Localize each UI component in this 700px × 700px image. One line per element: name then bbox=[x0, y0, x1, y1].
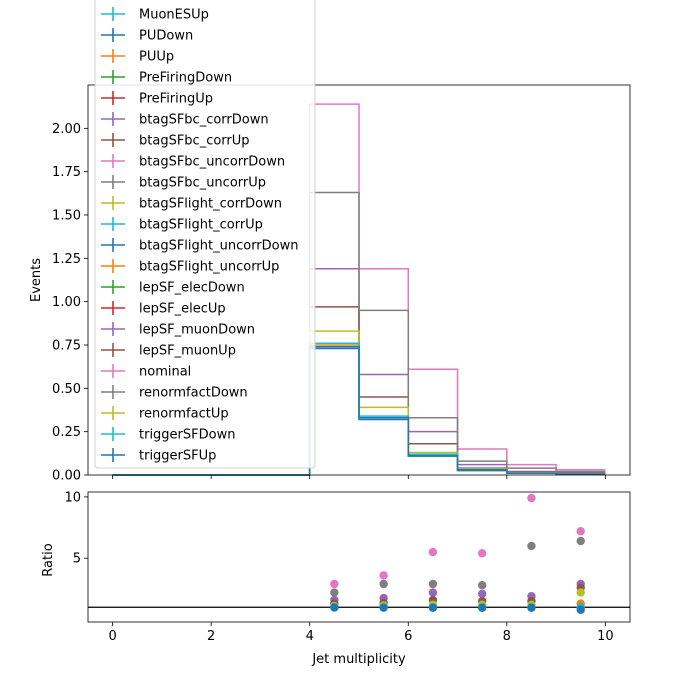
main-y-tick-label: 2.00 bbox=[52, 122, 81, 137]
legend-entry: PUDown bbox=[101, 28, 193, 44]
ratio-point bbox=[477, 603, 487, 612]
legend-label: PUDown bbox=[139, 29, 193, 44]
ratio-point bbox=[477, 549, 487, 558]
ratio-point bbox=[330, 603, 339, 612]
ratio-point bbox=[576, 588, 585, 597]
main-y-tick-label: 0.00 bbox=[52, 469, 81, 484]
ratio-x-tick-label: 10 bbox=[597, 629, 614, 644]
ratio-point bbox=[379, 571, 388, 580]
legend-label: PreFiringDown bbox=[139, 71, 232, 86]
ratio-point bbox=[576, 527, 585, 536]
ratio-point bbox=[428, 547, 438, 557]
main-histogram-axes: 0.00 0.25 0.50 0.75 1.00 1.25 1.50 1.75 2.00 Eve… bbox=[29, 84, 631, 484]
ratio-point bbox=[428, 588, 438, 597]
ratio-point bbox=[428, 579, 438, 589]
main-y-tick-label: 1.00 bbox=[52, 295, 81, 310]
main-y-tick-label: 0.50 bbox=[52, 382, 81, 397]
legend-label: lepSF_elecDown bbox=[139, 281, 245, 296]
ratio-y-tick-label: 5 bbox=[73, 552, 81, 567]
legend-label: btagSFlight_uncorrUp bbox=[139, 260, 279, 275]
legend-entry: renormfactDown bbox=[101, 385, 248, 401]
legend-label: PUUp bbox=[139, 50, 174, 65]
legend-label: triggerSFDown bbox=[139, 428, 235, 443]
legend-entry: btagSFlight_corrDown bbox=[101, 196, 282, 212]
legend-entry: triggerSFUp bbox=[101, 448, 216, 464]
legend-label: renormfactDown bbox=[139, 386, 248, 401]
legend-entry: btagSFlight_uncorrUp bbox=[101, 259, 279, 275]
legend-entry: lepSF_muonDown bbox=[101, 322, 255, 338]
legend-entry: nominal bbox=[101, 364, 191, 380]
legend-label: triggerSFUp bbox=[139, 449, 216, 464]
legend-label: lepSF_muonDown bbox=[139, 323, 255, 338]
ratio-point bbox=[576, 605, 585, 614]
ratio-axes-frame bbox=[87, 491, 631, 623]
legend-entry: PreFiringDown bbox=[101, 70, 232, 86]
ratio-point bbox=[527, 493, 536, 503]
legend-label: nominal bbox=[139, 365, 191, 380]
legend-label: btagSFbc_uncorrUp bbox=[139, 176, 266, 191]
ratio-point bbox=[477, 589, 487, 598]
legend-entry: btagSFlight_uncorrDown bbox=[101, 238, 299, 254]
main-y-tick-label: 0.25 bbox=[52, 425, 81, 440]
legend-label: PreFiringUp bbox=[139, 92, 213, 107]
main-y-tick-label: 1.75 bbox=[52, 165, 81, 180]
legend-label: btagSFbc_uncorrDown bbox=[139, 155, 285, 170]
ratio-point bbox=[379, 579, 388, 589]
legend-entry: lepSF_elecDown bbox=[101, 280, 245, 296]
ratio-point bbox=[576, 536, 585, 546]
legend-frame bbox=[94, 0, 316, 469]
legend-entry: btagSFlight_corrUp bbox=[101, 217, 263, 233]
legend-entry: MuonESUp bbox=[101, 7, 209, 23]
ratio-y-tick-label: 10 bbox=[64, 490, 81, 505]
ratio-point bbox=[330, 588, 339, 597]
legend-entry: btagSFbc_uncorrUp bbox=[101, 175, 266, 191]
ratio-point bbox=[379, 603, 388, 612]
ratio-y-ticks: 5 10 bbox=[64, 490, 88, 567]
main-y-ticks: 0.00 0.25 0.50 0.75 1.00 1.25 1.50 1.75 2.00 bbox=[52, 122, 88, 484]
legend-label: btagSFlight_corrDown bbox=[139, 197, 282, 212]
legend-entry: renormfactUp bbox=[101, 406, 229, 422]
ratio-axes: 5 10 0 2 4 6 8 10 Ratio Jet multiplicity bbox=[41, 490, 631, 667]
legend-label: lepSF_muonUp bbox=[139, 344, 236, 359]
legend-label: btagSFlight_corrUp bbox=[139, 218, 263, 233]
main-y-tick-label: 0.75 bbox=[52, 339, 81, 354]
main-axes-frame bbox=[87, 84, 631, 476]
legend-label: btagSFlight_uncorrDown bbox=[139, 239, 299, 254]
ratio-x-tick-label: 6 bbox=[404, 629, 412, 644]
ratio-x-ticks: 0 2 4 6 8 10 bbox=[108, 622, 614, 644]
ratio-x-tick-label: 0 bbox=[108, 629, 116, 644]
legend-entry: triggerSFDown bbox=[101, 427, 235, 443]
legend-entry: btagSFbc_corrDown bbox=[101, 112, 269, 128]
main-y-axis-label: Events bbox=[29, 258, 44, 302]
ratio-x-tick-label: 8 bbox=[503, 629, 511, 644]
legend-entry: PreFiringUp bbox=[101, 91, 213, 107]
main-y-tick-label: 1.25 bbox=[52, 252, 81, 267]
legend: MuonESUp PUDown PUUp PreFiringDown PreFiring… bbox=[94, 0, 316, 469]
legend-entry: lepSF_muonUp bbox=[101, 343, 236, 359]
ratio-x-tick-label: 2 bbox=[207, 629, 215, 644]
legend-label: lepSF_elecUp bbox=[139, 302, 226, 317]
legend-label: btagSFbc_corrDown bbox=[139, 113, 269, 128]
ratio-points-group bbox=[330, 493, 585, 614]
legend-label: MuonESUp bbox=[139, 8, 209, 23]
ratio-x-tick-label: 4 bbox=[306, 629, 314, 644]
legend-entry: btagSFbc_corrUp bbox=[101, 133, 250, 149]
ratio-point bbox=[527, 541, 536, 551]
ratio-y-axis-label: Ratio bbox=[41, 543, 56, 576]
ratio-point bbox=[527, 603, 536, 612]
legend-label: btagSFbc_corrUp bbox=[139, 134, 250, 149]
main-x-ticks bbox=[112, 475, 606, 479]
main-y-tick-label: 1.50 bbox=[52, 209, 81, 224]
legend-label: renormfactUp bbox=[139, 407, 229, 422]
ratio-point bbox=[428, 603, 438, 612]
ratio-point bbox=[477, 581, 487, 590]
ratio-point bbox=[330, 579, 339, 589]
legend-entry: btagSFbc_uncorrDown bbox=[101, 154, 285, 170]
legend-entry: lepSF_elecUp bbox=[101, 301, 226, 317]
legend-entry: PUUp bbox=[101, 49, 174, 65]
ratio-x-axis-label: Jet multiplicity bbox=[311, 652, 406, 667]
